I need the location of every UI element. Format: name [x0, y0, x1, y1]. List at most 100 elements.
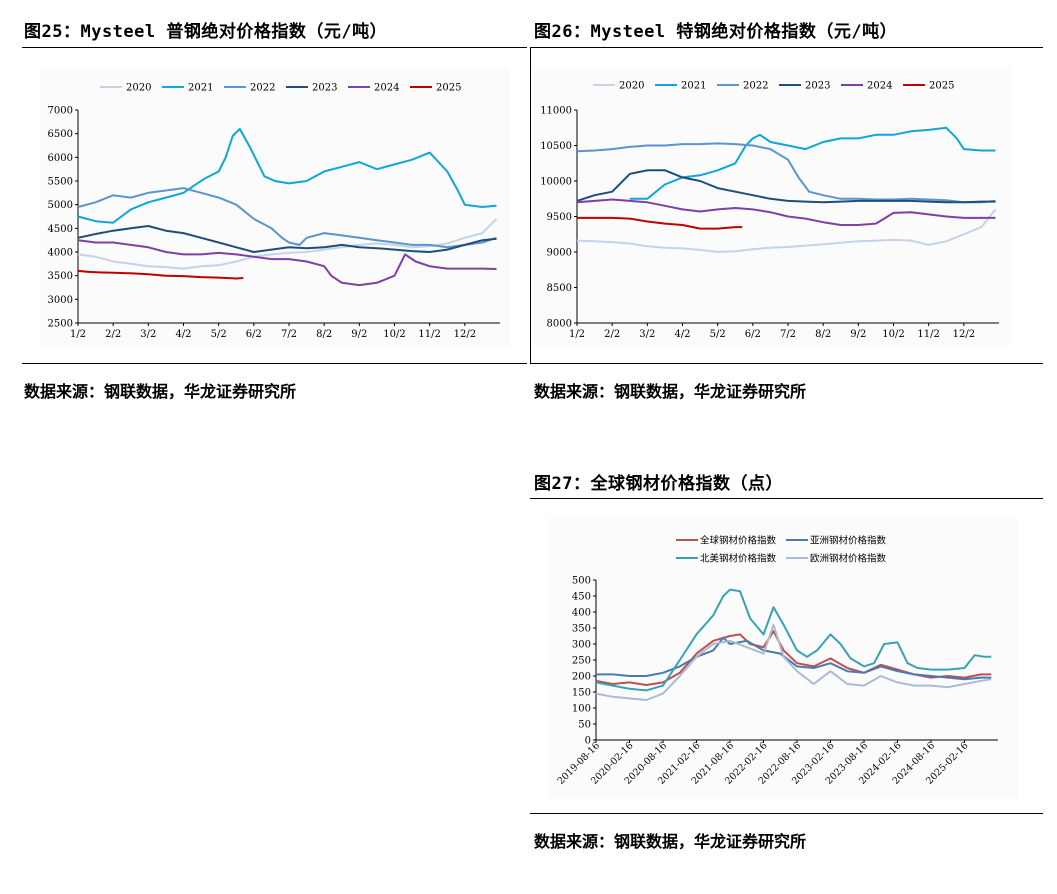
fig25-x-tick-label: 10/2 — [383, 329, 405, 340]
fig27-y-tick-label: 150 — [572, 688, 591, 699]
fig27-y-tick-label: 400 — [572, 608, 591, 619]
fig25-legend-label: 2025 — [436, 83, 461, 94]
fig27-top-rule — [530, 498, 1043, 499]
fig25-y-tick-label: 4500 — [48, 224, 73, 235]
fig25-panel: 2500 3000 3500 4000 4500 5000 5500 6000 6500 7000… — [40, 68, 510, 346]
fig27-y-tick-label: 100 — [572, 704, 591, 715]
fig27-y-tick-label: 300 — [572, 640, 591, 651]
fig25-y-tick-label: 3500 — [48, 271, 73, 282]
fig26-x-tick-label: 8/2 — [815, 329, 831, 340]
fig27-series-0 — [595, 630, 992, 686]
fig25-y-tick-label: 5500 — [48, 177, 73, 188]
fig25-legend-label: 2021 — [188, 83, 213, 94]
fig25-series-1 — [77, 127, 497, 224]
fig27-y-tick-label: 450 — [572, 592, 591, 603]
fig25-x-tick-label: 6/2 — [246, 329, 262, 340]
fig26-x-tick-label: 10/2 — [882, 329, 904, 340]
fig26-y-tick-label: 9500 — [547, 212, 572, 223]
fig26-source: 数据来源：钢联数据，华龙证券研究所 — [534, 382, 807, 401]
fig26-series-0 — [576, 208, 997, 253]
fig26-y-tick-label: 8500 — [547, 283, 572, 294]
fig27-panel: 0 50 100 150 200 250 300 350 400 450 500 2019-08-16… — [548, 518, 1018, 798]
fig27-legend-label: 亚洲钢材价格指数 — [810, 535, 887, 547]
fig26-chart: 8000 8500 9000 9500 10000 10500 11000 1/2 2/2 3/2… — [540, 81, 999, 340]
fig25-x-tick-label: 8/2 — [316, 329, 332, 340]
fig25-series-4 — [77, 239, 497, 287]
fig25-legend-label: 2024 — [374, 83, 399, 94]
fig25-x-tick-label: 1/2 — [70, 329, 86, 340]
fig25-legend-label: 2023 — [312, 83, 337, 94]
fig26-legend-label: 2023 — [805, 81, 830, 92]
fig26-y-tick-label: 11000 — [540, 106, 572, 117]
fig25-x-tick-label: 11/2 — [418, 329, 440, 340]
fig25-x-tick-label: 7/2 — [281, 329, 297, 340]
fig25-y-tick-label: 7000 — [48, 106, 73, 117]
fig26-x-tick-label: 12/2 — [953, 329, 975, 340]
fig25-series-2 — [77, 187, 497, 249]
fig25-x-tick-label: 4/2 — [175, 329, 191, 340]
fig27-y-tick-label: 200 — [572, 672, 591, 683]
fig25-series-3 — [77, 225, 497, 253]
fig25-x-tick-label: 3/2 — [140, 329, 156, 340]
fig26-y-tick-label: 8000 — [547, 319, 572, 330]
fig25-y-tick-label: 3000 — [48, 295, 73, 306]
fig27-y-tick-label: 250 — [572, 656, 591, 667]
fig25-x-tick-label: 12/2 — [454, 329, 476, 340]
fig25-legend-label: 2020 — [126, 83, 151, 94]
fig26-x-tick-label: 3/2 — [639, 329, 655, 340]
fig25-x-tick-label: 2/2 — [105, 329, 121, 340]
fig26-legend-label: 2020 — [619, 81, 644, 92]
fig27-legend-label: 全球钢材价格指数 — [700, 535, 777, 547]
fig26-x-tick-label: 7/2 — [780, 329, 796, 340]
fig26-series-5 — [577, 216, 743, 230]
fig26-legend-label: 2022 — [743, 81, 768, 92]
fig26-x-tick-label: 5/2 — [710, 329, 726, 340]
fig26-x-tick-label: 2/2 — [604, 329, 620, 340]
fig25-legend-label: 2022 — [250, 83, 275, 94]
fig25-y-tick-label: 5000 — [48, 200, 73, 211]
fig25-x-tick-label: 5/2 — [211, 329, 227, 340]
fig26-x-tick-label: 1/2 — [569, 329, 585, 340]
fig26-x-tick-label: 6/2 — [745, 329, 761, 340]
fig25-y-tick-label: 6000 — [48, 153, 73, 164]
fig25-x-tick-label: 9/2 — [351, 329, 367, 340]
fig25-chart: 2500 3000 3500 4000 4500 5000 5500 6000 6500 7000… — [48, 83, 500, 340]
fig25-bottom-rule — [22, 363, 527, 364]
fig26-legend-label: 2021 — [681, 81, 706, 92]
fig27-bottom-rule — [530, 813, 1043, 814]
fig26-series-1 — [629, 126, 996, 200]
fig25-series-0 — [77, 218, 498, 270]
fig27-series-2 — [595, 588, 992, 692]
fig27-series-3 — [595, 623, 992, 701]
fig27-title: 图27：全球钢材价格指数（点） — [534, 474, 783, 494]
fig26-panel: 8000 8500 9000 9500 10000 10500 11000 1/2 2/2 3/2… — [533, 68, 1011, 346]
fig27-chart: 0501001502002503003504004505002019-08-16… — [556, 535, 998, 787]
fig26-x-tick-label: 4/2 — [674, 329, 690, 340]
fig26-y-tick-label: 9000 — [547, 248, 572, 259]
fig26-series-4 — [576, 198, 996, 226]
fig26-title: 图26：Mysteel 特钢绝对价格指数（元/吨） — [534, 22, 898, 42]
fig26-bottom-rule — [530, 363, 1043, 364]
fig25-title: 图25：Mysteel 普钢绝对价格指数（元/吨） — [24, 22, 388, 42]
fig26-top-rule — [530, 47, 1043, 48]
fig25-series-5 — [77, 269, 244, 280]
fig25-source: 数据来源：钢联数据，华龙证券研究所 — [24, 382, 297, 401]
fig27-source: 数据来源：钢联数据，华龙证券研究所 — [534, 832, 807, 851]
fig25-y-tick-label: 6500 — [48, 129, 73, 140]
fig26-y-tick-label: 10500 — [540, 141, 572, 152]
panel-divider — [530, 47, 531, 364]
fig26-legend-label: 2025 — [929, 81, 954, 92]
fig27-series-1 — [596, 636, 992, 681]
fig27-legend-label: 欧洲钢材价格指数 — [810, 553, 887, 565]
fig26-x-tick-label: 9/2 — [850, 329, 866, 340]
fig26-legend-label: 2024 — [867, 81, 892, 92]
fig27-y-tick-label: 350 — [572, 624, 591, 635]
fig26-y-tick-label: 10000 — [540, 177, 572, 188]
fig27-y-tick-label: 500 — [572, 576, 591, 587]
fig26-series-3 — [576, 169, 996, 204]
fig26-series-2 — [576, 142, 996, 204]
fig27-y-tick-label: 0 — [585, 736, 591, 747]
fig25-y-tick-label: 4000 — [48, 248, 73, 259]
fig25-top-rule — [22, 47, 527, 48]
fig27-legend-label: 北美钢材价格指数 — [700, 553, 777, 565]
